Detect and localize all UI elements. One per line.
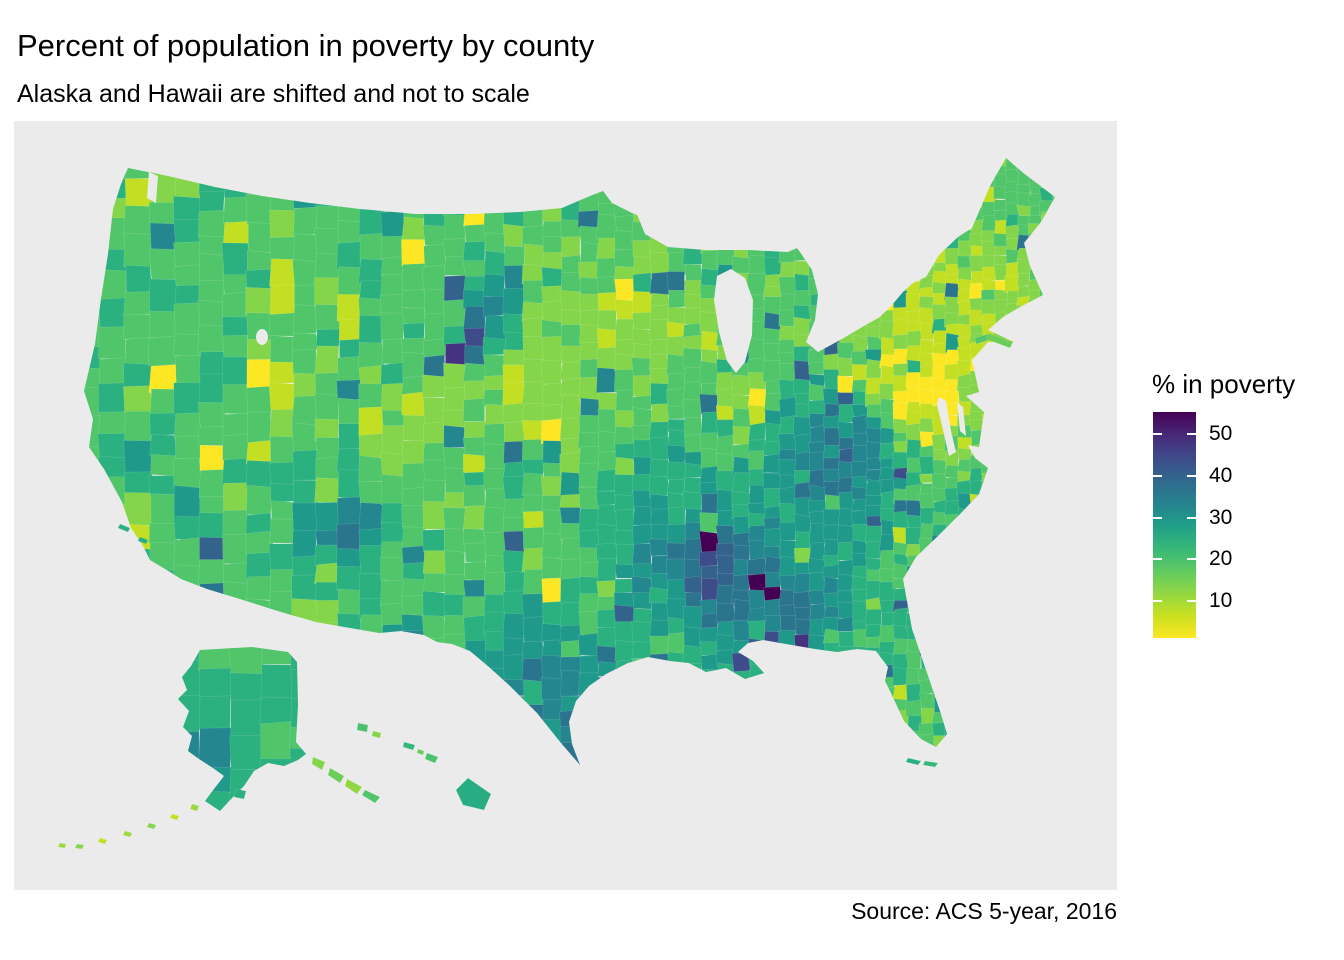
colorbar-tick-right [1187,599,1196,602]
island-aleutian-2 [169,813,180,821]
legend-colorbar [1153,412,1196,638]
lake-lake-michigan [714,269,753,373]
island-aleutian-7 [57,842,67,849]
island-aleutian-1 [189,803,200,812]
island-florida-keys-2 [922,760,939,768]
colorbar-tick-right [1187,558,1196,561]
colorbar-tick-right [1187,433,1196,436]
island-kodiak [233,788,247,800]
island-hawaii-molokai [402,741,416,751]
legend-tick-label: 40 [1209,463,1233,487]
colorbar-tick-right [1187,474,1196,477]
island-hawaii-lanai [416,748,425,756]
plot-subtitle: Alaska and Hawaii are shifted and not to… [17,80,530,108]
colorbar-tick-left [1153,433,1162,436]
island-ak-panhandle-3 [344,778,363,795]
map-panel [14,121,1117,890]
lake-lake-superior [636,212,806,252]
island-aleutian-4 [122,830,133,838]
source-caption: Source: ACS 5-year, 2016 [851,898,1117,924]
island-long-island-east [985,332,1014,349]
island-ak-panhandle-4 [361,789,381,804]
legend-tick-labels: 50 40 30 20 10 [1153,412,1273,638]
legend-tick-label: 30 [1209,505,1233,529]
colorbar-tick-right [1187,516,1196,519]
island-hawaii-oahu [371,730,382,739]
island-aleutian-3 [146,822,157,830]
legend-tick-label: 50 [1209,422,1233,446]
plot-title: Percent of population in poverty by coun… [17,28,595,63]
island-aleutian-5 [97,837,108,845]
lake-puget-sound [147,172,158,203]
lake-chesapeake-bay-east-arm [957,402,966,436]
island-florida-keys-1 [905,757,922,766]
colorbar-tick-left [1153,516,1162,519]
island-channel-islands-2 [137,536,149,545]
colorbar-tick-left [1153,474,1162,477]
colorbar-tick-left [1153,599,1162,602]
island-hawaii-maui [424,752,439,764]
island-hawaii-kauai [356,722,369,733]
lake-chesapeake-bay [937,397,956,456]
island-ak-panhandle-1 [311,756,326,771]
legend-title: % in poverty [1152,369,1296,399]
island-hawaii-big-island [455,777,492,811]
colorbar-tick-left [1153,558,1162,561]
island-aleutian-6 [74,843,85,850]
great-salt-lake [256,329,268,345]
us-county-choropleth-map [57,158,1055,850]
island-ak-panhandle-2 [327,767,345,784]
legend-tick-label: 20 [1209,547,1233,571]
legend-tick-label: 10 [1209,588,1233,612]
island-channel-islands-1 [117,523,131,533]
